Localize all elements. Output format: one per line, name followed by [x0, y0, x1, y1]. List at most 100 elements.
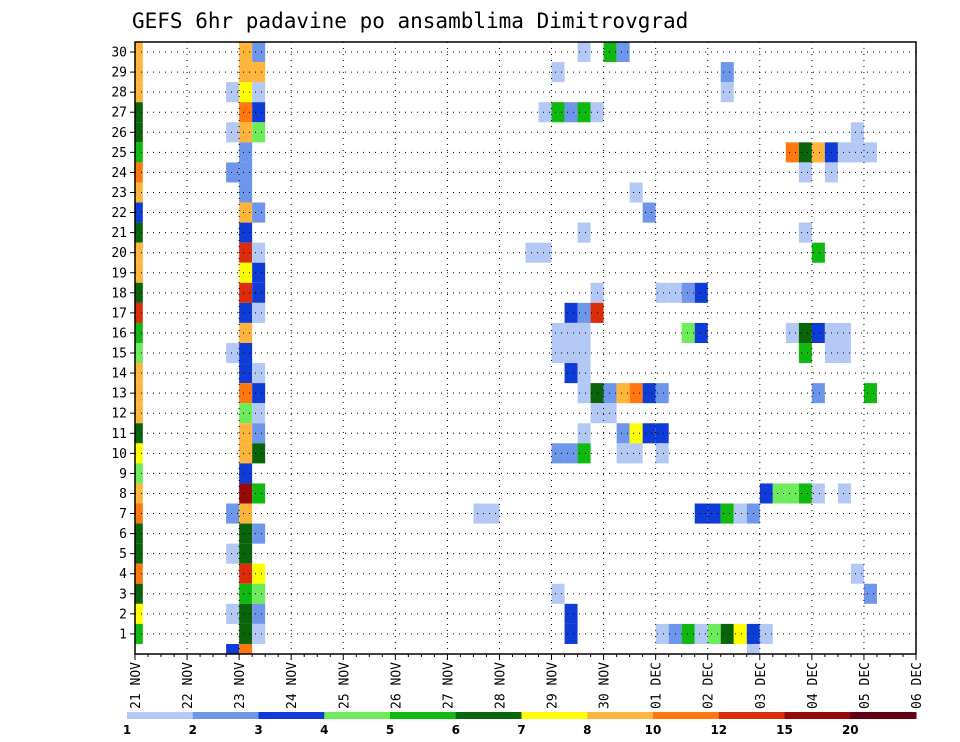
heatmap-cell — [655, 443, 669, 464]
heatmap-cell — [135, 483, 143, 504]
heatmap-cell — [135, 42, 143, 63]
heatmap-cell — [785, 142, 799, 163]
heatmap-cell — [239, 222, 253, 243]
heatmap-cell — [538, 242, 552, 263]
x-tick-label: 28 NOV — [494, 662, 509, 709]
heatmap-cell — [239, 623, 253, 644]
heatmap-cell — [759, 483, 773, 504]
heatmap-cell — [616, 423, 630, 444]
y-tick-label: 11 — [111, 427, 127, 442]
heatmap-cell — [239, 162, 253, 183]
heatmap-cell — [239, 82, 253, 103]
heatmap-cell — [226, 643, 240, 654]
plot-grid — [135, 42, 916, 654]
x-axis: 21 NOV 22 NOV 23 NOV 24 NOV 25 NOV 26 NOV 27 N… — [129, 654, 925, 709]
heatmap-cell — [616, 383, 630, 404]
heatmap-cell — [252, 523, 266, 544]
heatmap-cell — [135, 543, 143, 564]
heatmap-cell — [551, 102, 565, 123]
heatmap-cell — [681, 623, 695, 644]
heatmap-cells — [135, 42, 877, 654]
heatmap-cell — [239, 122, 253, 143]
legend-label: 4 — [320, 723, 328, 737]
heatmap-cell — [135, 242, 143, 263]
legend-swatch — [784, 712, 851, 719]
heatmap-cell — [239, 322, 253, 343]
y-tick-label: 6 — [119, 527, 127, 542]
y-tick-label: 3 — [119, 587, 127, 602]
heatmap-cell — [694, 623, 708, 644]
heatmap-cell — [135, 403, 143, 424]
heatmap-cell — [551, 62, 565, 83]
heatmap-cell — [252, 122, 266, 143]
heatmap-cell — [655, 423, 669, 444]
heatmap-cell — [226, 342, 240, 364]
heatmap-cell — [135, 603, 143, 624]
heatmap-cell — [733, 503, 747, 524]
heatmap-cell — [564, 623, 578, 644]
legend-swatch — [850, 712, 917, 719]
heatmap-cell — [798, 322, 812, 343]
heatmap-cell — [694, 503, 708, 524]
heatmap-cell — [135, 322, 143, 343]
heatmap-cell — [135, 623, 143, 644]
heatmap-cell — [135, 222, 143, 243]
heatmap-cell — [226, 503, 240, 524]
heatmap-cell — [707, 623, 721, 644]
y-tick-label: 16 — [111, 326, 127, 341]
y-tick-label: 10 — [111, 447, 127, 462]
heatmap-cell — [707, 503, 721, 524]
heatmap-cell — [135, 162, 143, 183]
heatmap-cell — [239, 443, 253, 464]
legend-label: 8 — [583, 723, 591, 737]
heatmap-cell — [811, 242, 825, 263]
heatmap-cell — [239, 363, 253, 384]
heatmap-cell — [239, 563, 253, 584]
heatmap-cell — [798, 142, 812, 163]
x-tick-label: 06 DEC — [910, 662, 925, 709]
y-tick-label: 1 — [119, 627, 127, 642]
heatmap-cell — [616, 42, 630, 63]
heatmap-cell — [551, 322, 565, 343]
heatmap-cell — [577, 322, 591, 343]
heatmap-cell — [564, 443, 578, 464]
heatmap-cell — [226, 82, 240, 103]
y-tick-label: 19 — [111, 266, 127, 281]
heatmap-cell — [720, 82, 734, 103]
heatmap-cell — [720, 62, 734, 83]
heatmap-cell — [551, 443, 565, 464]
heatmap-cell — [239, 523, 253, 544]
x-tick-label: 23 NOV — [233, 662, 248, 709]
heatmap-cell — [239, 262, 253, 283]
heatmap-cell — [798, 162, 812, 183]
heatmap-cell — [629, 423, 643, 444]
y-tick-label: 15 — [111, 347, 127, 362]
y-tick-label: 26 — [111, 126, 127, 141]
heatmap-cell — [772, 483, 786, 504]
heatmap-cell — [135, 262, 143, 283]
legend-label: 2 — [189, 723, 197, 737]
legend-swatch — [127, 712, 194, 719]
heatmap-cell — [239, 483, 253, 504]
heatmap-cell — [135, 383, 143, 404]
x-tick-label: 24 NOV — [285, 662, 300, 709]
y-tick-label: 18 — [111, 286, 127, 301]
y-tick-label: 17 — [111, 306, 127, 321]
y-tick-label: 2 — [119, 607, 127, 622]
heatmap-cell — [642, 202, 656, 223]
y-tick-label: 25 — [111, 146, 127, 161]
heatmap-cell — [603, 383, 617, 404]
heatmap-cell — [642, 383, 656, 404]
heatmap-cell — [577, 443, 591, 464]
heatmap-cell — [226, 162, 240, 183]
heatmap-cell — [252, 483, 266, 504]
heatmap-cell — [473, 503, 487, 524]
heatmap-cell — [135, 142, 143, 163]
x-tick-label: 26 NOV — [389, 662, 404, 709]
y-tick-label: 27 — [111, 106, 127, 121]
heatmap-cell — [564, 603, 578, 624]
heatmap-cell — [655, 383, 669, 404]
heatmap-cell — [811, 383, 825, 404]
legend-label: 5 — [386, 723, 394, 737]
legend-label: 3 — [254, 723, 262, 737]
